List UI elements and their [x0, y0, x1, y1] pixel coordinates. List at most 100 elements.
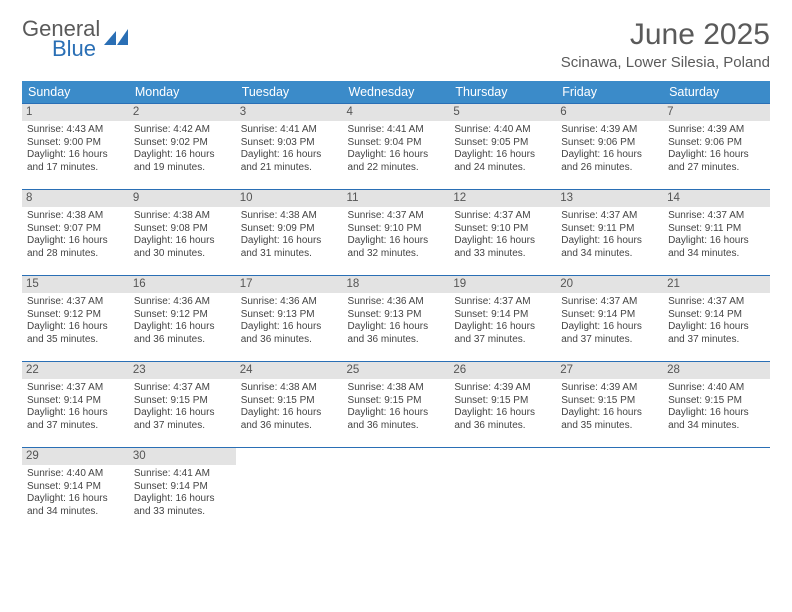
calendar-day-cell: 27 Sunrise: 4:39 AMSunset: 9:15 PMDayligh… [556, 362, 663, 448]
sunrise-text: Sunrise: 4:38 AM [241, 382, 338, 395]
day-number: 28 [663, 362, 770, 379]
sunset-text: Sunset: 9:05 PM [454, 137, 551, 150]
day-number: 23 [129, 362, 236, 379]
header: General Blue June 2025 Scinawa, Lower Si… [22, 18, 770, 71]
sunrise-text: Sunrise: 4:39 AM [561, 382, 658, 395]
daylight-text: Daylight: 16 hours and 35 minutes. [27, 321, 124, 347]
calendar-day-cell: 1Sunrise: 4:43 AMSunset: 9:00 PMDaylight… [22, 104, 129, 190]
day-number: 17 [236, 276, 343, 293]
calendar-day-cell: 28Sunrise: 4:40 AMSunset: 9:15 PMDayligh… [663, 362, 770, 448]
day-number: 29 [22, 448, 129, 465]
calendar-table: SundayMondayTuesdayWednesdayThursdayFrid… [22, 81, 770, 534]
sunset-text: Sunset: 9:14 PM [27, 395, 124, 408]
weekday-header: Sunday [22, 81, 129, 104]
sunset-text: Sunset: 9:09 PM [241, 223, 338, 236]
sunrise-text: Sunrise: 4:40 AM [27, 468, 124, 481]
calendar-day-cell: 13 Sunrise: 4:37 AMSunset: 9:11 PMDayligh… [556, 190, 663, 276]
sunset-text: Sunset: 9:12 PM [134, 309, 231, 322]
calendar-week-row: 22Sunrise: 4:37 AMSunset: 9:14 PMDayligh… [22, 362, 770, 448]
day-number: 21 [663, 276, 770, 293]
sunset-text: Sunset: 9:15 PM [454, 395, 551, 408]
day-number: 20 [556, 276, 663, 293]
daylight-text: Daylight: 16 hours and 34 minutes. [561, 235, 658, 261]
day-number: 7 [663, 104, 770, 121]
calendar-day-cell: 6Sunrise: 4:39 AMSunset: 9:06 PMDaylight… [556, 104, 663, 190]
daylight-text: Daylight: 16 hours and 28 minutes. [27, 235, 124, 261]
calendar-week-row: 8Sunrise: 4:38 AMSunset: 9:07 PMDaylight… [22, 190, 770, 276]
sunset-text: Sunset: 9:06 PM [668, 137, 765, 150]
calendar-day-cell [556, 448, 663, 534]
day-number: 11 [343, 190, 450, 207]
sunset-text: Sunset: 9:07 PM [27, 223, 124, 236]
day-number: 27 [556, 362, 663, 379]
sunset-text: Sunset: 9:02 PM [134, 137, 231, 150]
calendar-day-cell: 21Sunrise: 4:37 AMSunset: 9:14 PMDayligh… [663, 276, 770, 362]
daylight-text: Daylight: 16 hours and 35 minutes. [561, 407, 658, 433]
sunset-text: Sunset: 9:08 PM [134, 223, 231, 236]
weekday-header: Thursday [449, 81, 556, 104]
day-number: 19 [449, 276, 556, 293]
weekday-header: Tuesday [236, 81, 343, 104]
sunrise-text: Sunrise: 4:40 AM [454, 124, 551, 137]
calendar-day-cell: 3 Sunrise: 4:41 AMSunset: 9:03 PMDaylight… [236, 104, 343, 190]
sunrise-text: Sunrise: 4:38 AM [134, 210, 231, 223]
daylight-text: Daylight: 16 hours and 36 minutes. [348, 407, 445, 433]
daylight-text: Daylight: 16 hours and 37 minutes. [27, 407, 124, 433]
sunset-text: Sunset: 9:14 PM [134, 481, 231, 494]
daylight-text: Daylight: 16 hours and 37 minutes. [668, 321, 765, 347]
daylight-text: Daylight: 16 hours and 37 minutes. [561, 321, 658, 347]
sunset-text: Sunset: 9:04 PM [348, 137, 445, 150]
sunset-text: Sunset: 9:11 PM [668, 223, 765, 236]
calendar-header-row: SundayMondayTuesdayWednesdayThursdayFrid… [22, 81, 770, 104]
calendar-day-cell: 2Sunrise: 4:42 AMSunset: 9:02 PMDaylight… [129, 104, 236, 190]
calendar-week-row: 1Sunrise: 4:43 AMSunset: 9:00 PMDaylight… [22, 104, 770, 190]
sunset-text: Sunset: 9:14 PM [27, 481, 124, 494]
sunrise-text: Sunrise: 4:37 AM [348, 210, 445, 223]
daylight-text: Daylight: 16 hours and 33 minutes. [134, 493, 231, 519]
sunrise-text: Sunrise: 4:38 AM [27, 210, 124, 223]
daylight-text: Daylight: 16 hours and 24 minutes. [454, 149, 551, 175]
sunrise-text: Sunrise: 4:37 AM [454, 210, 551, 223]
day-number: 10 [236, 190, 343, 207]
daylight-text: Daylight: 16 hours and 34 minutes. [27, 493, 124, 519]
calendar-day-cell: 12Sunrise: 4:37 AMSunset: 9:10 PMDayligh… [449, 190, 556, 276]
sunset-text: Sunset: 9:12 PM [27, 309, 124, 322]
calendar-day-cell: 5Sunrise: 4:40 AMSunset: 9:05 PMDaylight… [449, 104, 556, 190]
weekday-header: Friday [556, 81, 663, 104]
brand-word-2: Blue [52, 38, 100, 60]
calendar-day-cell: 26Sunrise: 4:39 AMSunset: 9:15 PMDayligh… [449, 362, 556, 448]
day-number: 13 [556, 190, 663, 207]
sunset-text: Sunset: 9:10 PM [454, 223, 551, 236]
day-number: 15 [22, 276, 129, 293]
calendar-week-row: 29Sunrise: 4:40 AMSunset: 9:14 PMDayligh… [22, 448, 770, 534]
brand-logo: General Blue [22, 18, 130, 60]
calendar-day-cell: 19Sunrise: 4:37 AMSunset: 9:14 PMDayligh… [449, 276, 556, 362]
sunset-text: Sunset: 9:11 PM [561, 223, 658, 236]
day-number: 3 [236, 104, 343, 121]
daylight-text: Daylight: 16 hours and 36 minutes. [454, 407, 551, 433]
daylight-text: Daylight: 16 hours and 21 minutes. [241, 149, 338, 175]
calendar-day-cell: 24Sunrise: 4:38 AMSunset: 9:15 PMDayligh… [236, 362, 343, 448]
location-subtitle: Scinawa, Lower Silesia, Poland [561, 54, 770, 71]
daylight-text: Daylight: 16 hours and 34 minutes. [668, 407, 765, 433]
sunset-text: Sunset: 9:03 PM [241, 137, 338, 150]
calendar-day-cell: 25Sunrise: 4:38 AMSunset: 9:15 PMDayligh… [343, 362, 450, 448]
sunset-text: Sunset: 9:15 PM [561, 395, 658, 408]
calendar-day-cell: 14Sunrise: 4:37 AMSunset: 9:11 PMDayligh… [663, 190, 770, 276]
day-number: 26 [449, 362, 556, 379]
day-number: 25 [343, 362, 450, 379]
sunrise-text: Sunrise: 4:37 AM [561, 210, 658, 223]
sunset-text: Sunset: 9:14 PM [454, 309, 551, 322]
sunrise-text: Sunrise: 4:37 AM [27, 296, 124, 309]
day-number: 8 [22, 190, 129, 207]
daylight-text: Daylight: 16 hours and 32 minutes. [348, 235, 445, 261]
sunrise-text: Sunrise: 4:43 AM [27, 124, 124, 137]
calendar-day-cell: 4Sunrise: 4:41 AMSunset: 9:04 PMDaylight… [343, 104, 450, 190]
day-number: 22 [22, 362, 129, 379]
daylight-text: Daylight: 16 hours and 36 minutes. [241, 321, 338, 347]
weekday-header: Saturday [663, 81, 770, 104]
calendar-day-cell [449, 448, 556, 534]
sunrise-text: Sunrise: 4:41 AM [241, 124, 338, 137]
calendar-day-cell: 7Sunrise: 4:39 AMSunset: 9:06 PMDaylight… [663, 104, 770, 190]
sunset-text: Sunset: 9:10 PM [348, 223, 445, 236]
